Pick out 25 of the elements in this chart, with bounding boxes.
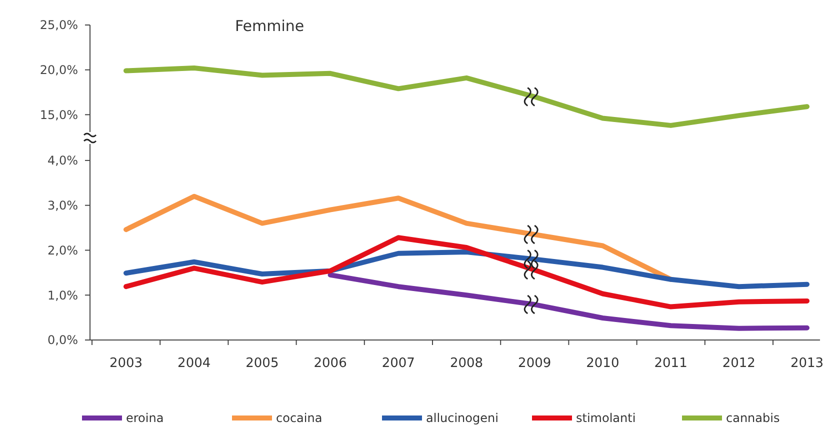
x-tick-label: 2011 xyxy=(654,356,688,371)
x-tick-label: 2009 xyxy=(518,356,552,371)
legend-label: cannabis xyxy=(726,411,780,426)
x-tick-label: 2007 xyxy=(382,356,415,371)
y-tick-label: 0,0% xyxy=(48,333,78,348)
legend-label: stimolanti xyxy=(576,411,636,426)
x-tick-label: 2006 xyxy=(314,356,347,371)
legend-label: allucinogeni xyxy=(426,411,498,426)
y-tick-label: 3,0% xyxy=(48,198,78,213)
y-tick-label: 1,0% xyxy=(48,288,78,302)
x-tick-label: 2004 xyxy=(178,356,211,371)
chart-title: Femmine xyxy=(235,17,304,35)
y-tick-label: 15,0% xyxy=(40,108,78,122)
x-tick-label: 2013 xyxy=(790,356,824,371)
x-tick-label: 2003 xyxy=(109,356,143,371)
y-tick-label: 20,0% xyxy=(40,63,78,78)
legend-label: cocaina xyxy=(276,411,322,426)
y-tick-label: 25,0% xyxy=(40,18,78,32)
x-tick-label: 2008 xyxy=(450,356,484,371)
y-tick-label: 4,0% xyxy=(48,154,78,168)
x-tick-label: 2005 xyxy=(246,356,279,371)
x-tick-label: 2012 xyxy=(722,356,756,371)
legend-label: eroina xyxy=(126,411,164,426)
y-tick-label: 2,0% xyxy=(48,243,78,258)
x-tick-label: 2010 xyxy=(586,356,620,371)
